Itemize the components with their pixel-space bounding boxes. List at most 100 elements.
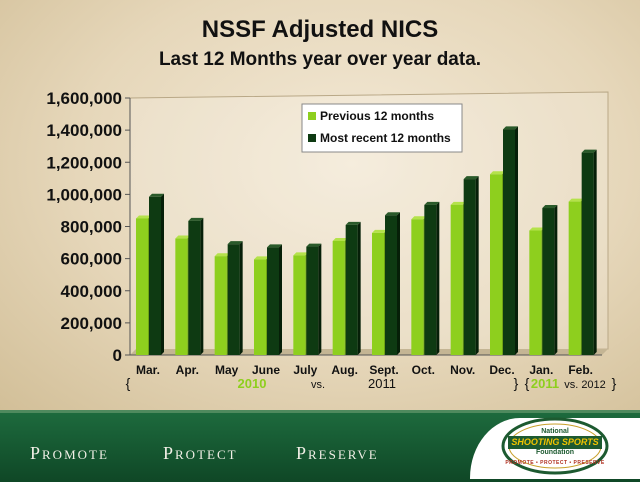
annotation-vs-2012: vs. 2012 <box>564 379 606 391</box>
chart-subtitle: Last 12 Months year over year data. <box>158 49 482 70</box>
bar-side <box>475 176 479 355</box>
bar-previous <box>490 174 502 355</box>
bar-recent <box>503 129 515 355</box>
y-tick-label: 600,000 <box>61 250 122 269</box>
bar-side <box>357 221 361 355</box>
bar-top <box>463 176 479 180</box>
motto-promote: Promote <box>30 443 109 463</box>
bar-top <box>581 149 597 153</box>
x-tick-label: Sept. <box>369 363 398 377</box>
bar-top <box>149 193 164 197</box>
annotation-2011: 2011 <box>368 376 396 391</box>
bar-top <box>424 201 440 205</box>
bar-top <box>345 221 361 225</box>
x-tick-label: Nov. <box>450 363 475 377</box>
legend <box>301 103 463 153</box>
bar-top <box>568 198 584 202</box>
bar-top <box>293 252 309 256</box>
bar-top <box>188 217 204 221</box>
y-tick-label: 800,000 <box>61 218 122 237</box>
bar-top <box>267 244 282 248</box>
x-tick-label: Jan. <box>529 363 553 377</box>
bar-previous <box>254 259 266 355</box>
legend-swatch <box>308 112 316 120</box>
bar-side <box>554 205 558 355</box>
y-tick-label: 0 <box>113 346 122 365</box>
bar-side <box>318 243 322 355</box>
legend-label: Most recent 12 months <box>320 131 451 145</box>
bar-side <box>436 201 440 355</box>
x-tick-label: Aug. <box>331 363 358 377</box>
bar-top <box>136 215 151 219</box>
year-brace-close-2: } <box>612 375 617 391</box>
bar-top <box>214 253 230 257</box>
motto-preserve: Preserve <box>296 443 379 463</box>
bar-previous <box>136 218 148 355</box>
bar-top <box>385 212 400 216</box>
x-tick-label: June <box>252 363 280 377</box>
bar-top <box>529 227 545 231</box>
bar-recent <box>542 208 555 355</box>
bar-side <box>515 126 518 356</box>
bar-side <box>161 193 164 355</box>
y-tick-label: 1,400,000 <box>46 121 122 140</box>
x-tick-label: July <box>293 363 317 377</box>
bar-top <box>450 201 466 205</box>
bar-recent <box>463 179 476 355</box>
x-tick-label: May <box>215 363 239 377</box>
bar-top <box>306 243 322 247</box>
bar-top <box>175 235 191 239</box>
logo-text-foundation: Foundation <box>535 449 575 456</box>
y-tick-label: 200,000 <box>61 314 122 333</box>
y-tick-label: 400,000 <box>61 282 122 301</box>
year-brace-open-2: { <box>525 375 530 391</box>
bar-top <box>254 256 269 260</box>
bar-previous <box>529 230 542 355</box>
bar-side <box>397 212 400 355</box>
bar-recent <box>385 215 397 355</box>
bar-top <box>227 241 243 245</box>
nssf-logo-icon <box>501 417 609 475</box>
x-tick-label: Mar. <box>136 363 160 377</box>
bar-previous <box>411 219 424 355</box>
bar-top <box>490 171 505 175</box>
bar-previous <box>293 255 306 355</box>
bar-recent <box>424 204 437 355</box>
chart-title: NSSF Adjusted NICS <box>201 16 439 43</box>
bar-side <box>593 149 597 355</box>
logo-text-tagline: PROMOTE • PROTECT • PRESERVE <box>505 460 605 466</box>
bar-chart: 0 200,000 400,000 600,000 800,000 1,000,000 1,… <box>46 89 617 391</box>
x-tick-label: Apr. <box>176 363 199 377</box>
bar-recent <box>581 152 594 355</box>
bar-recent <box>227 244 240 355</box>
bar-side <box>200 217 204 355</box>
year-brace-close: } <box>514 375 519 391</box>
bar-top <box>411 216 427 220</box>
legend-label: Previous 12 months <box>320 109 434 123</box>
bar-previous <box>568 201 581 355</box>
bar-recent <box>345 224 358 355</box>
plot-floor <box>130 349 608 355</box>
bar-side <box>239 241 243 355</box>
bar-top <box>332 237 348 241</box>
legend-swatch <box>308 134 316 142</box>
bar-previous <box>214 256 227 355</box>
bar-top <box>503 126 518 130</box>
logo-text-national: National <box>541 428 569 435</box>
bar-previous <box>372 232 384 355</box>
year-brace-open: { <box>126 375 131 391</box>
y-tick-label: 1,000,000 <box>46 185 122 204</box>
bar-recent <box>267 247 279 355</box>
bar-top <box>372 229 387 233</box>
x-tick-label: Dec. <box>489 363 514 377</box>
motto-protect: Protect <box>163 443 238 463</box>
annotation-vs: vs. <box>311 379 325 391</box>
bar-recent <box>188 220 201 355</box>
x-tick-label: Oct. <box>412 363 435 377</box>
bar-recent <box>306 246 319 355</box>
bar-top <box>542 205 558 209</box>
logo-text-shooting-sports: SHOOTING SPORTS <box>511 437 599 447</box>
annotation-2011-b: 2011 <box>531 376 559 391</box>
bar-previous <box>332 240 345 355</box>
bar-side <box>279 244 282 355</box>
